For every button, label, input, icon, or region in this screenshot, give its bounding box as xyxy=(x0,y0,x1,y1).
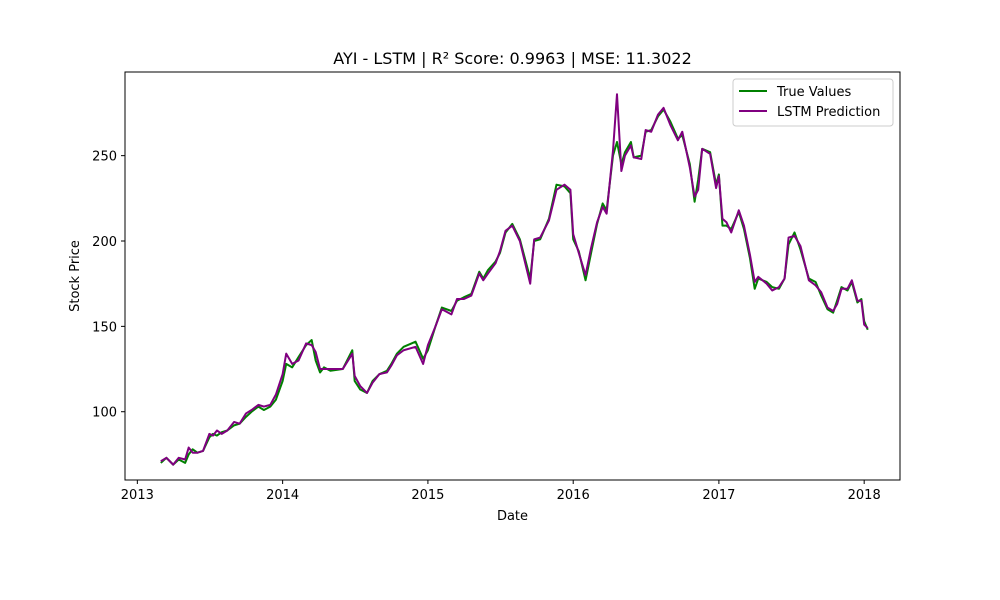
y-axis: 100 150 200 250 xyxy=(92,150,125,421)
y-axis-label: Stock Price xyxy=(68,240,83,312)
chart-title: AYI - LSTM | R² Score: 0.9963 | MSE: 11.… xyxy=(333,49,692,68)
y-tick-label: 250 xyxy=(92,150,117,165)
y-tick-label: 200 xyxy=(92,235,117,250)
series-layer xyxy=(160,93,869,466)
x-tick-label: 2013 xyxy=(121,488,154,503)
plot-area xyxy=(124,71,901,481)
series-line-lstm-prediction xyxy=(160,93,869,466)
x-axis: 2013 2014 2015 2016 2017 2018 xyxy=(121,480,881,503)
x-tick-label: 2016 xyxy=(557,488,590,503)
x-tick-label: 2017 xyxy=(702,488,735,503)
x-tick-label: 2018 xyxy=(848,488,881,503)
x-tick-label: 2015 xyxy=(411,488,444,503)
x-tick-label: 2014 xyxy=(266,488,299,503)
legend-label-lstm-prediction: LSTM Prediction xyxy=(777,105,880,120)
legend: True Values LSTM Prediction xyxy=(732,78,894,127)
y-tick-label: 100 xyxy=(92,406,117,421)
legend-label-true-values: True Values xyxy=(776,85,851,100)
y-tick-label: 150 xyxy=(92,320,117,335)
x-axis-label: Date xyxy=(497,509,528,524)
legend-box xyxy=(732,78,894,127)
